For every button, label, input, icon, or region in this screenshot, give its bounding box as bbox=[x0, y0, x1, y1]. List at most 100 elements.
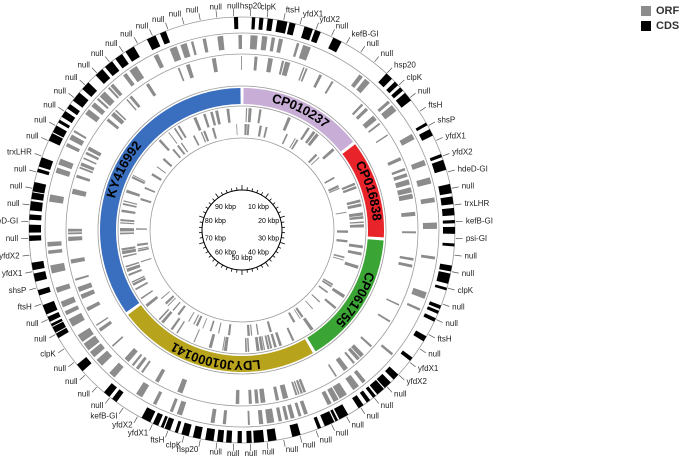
feature-block bbox=[42, 300, 58, 315]
gene-label-leader bbox=[49, 334, 56, 339]
feature-block bbox=[320, 411, 335, 427]
gene-label-leader bbox=[436, 137, 443, 141]
gene-label: null bbox=[10, 181, 23, 190]
genome-segments: CP010237CP016838CP061755LDYJ01000141KY41… bbox=[100, 88, 384, 373]
gene-label: null bbox=[381, 49, 394, 58]
feature-block bbox=[237, 430, 242, 443]
feature-block bbox=[64, 305, 80, 316]
scale-label: 40 kbp bbox=[248, 249, 269, 256]
feature-block bbox=[341, 182, 356, 191]
feature-block bbox=[376, 373, 391, 389]
feature-block bbox=[177, 67, 185, 82]
feature-block bbox=[205, 427, 216, 442]
gene-label: null bbox=[91, 401, 104, 410]
feature-block bbox=[352, 395, 364, 409]
feature-block bbox=[193, 116, 202, 131]
gene-label-leader bbox=[387, 67, 393, 74]
feature-block bbox=[260, 36, 268, 51]
feature-block bbox=[422, 222, 437, 229]
feature-block bbox=[241, 55, 242, 70]
feature-block bbox=[91, 102, 106, 116]
gene-label: null bbox=[34, 116, 47, 125]
scale-label: 10 kbp bbox=[248, 204, 269, 211]
feature-block bbox=[251, 17, 256, 30]
feature-block bbox=[311, 294, 321, 303]
scale-label: 70 kbp bbox=[205, 235, 226, 242]
feature-block bbox=[301, 26, 313, 41]
feature-block bbox=[369, 379, 384, 395]
gene-label: null bbox=[136, 22, 149, 31]
feature-block bbox=[336, 230, 348, 233]
feature-block bbox=[136, 228, 148, 230]
scale-tick bbox=[256, 267, 259, 271]
feature-block bbox=[292, 42, 300, 58]
gene-label-leader bbox=[299, 435, 303, 443]
feature-block bbox=[168, 132, 178, 144]
feature-block bbox=[103, 383, 117, 397]
feature-block bbox=[276, 407, 283, 422]
genome-arc-1 bbox=[342, 144, 385, 238]
feature-block bbox=[423, 313, 436, 322]
feature-block bbox=[95, 69, 111, 84]
scale-label: 30 kbp bbox=[258, 235, 279, 242]
gene-label-leader bbox=[91, 386, 97, 393]
feature-block bbox=[406, 302, 421, 311]
feature-block bbox=[400, 350, 413, 361]
feature-block bbox=[333, 404, 349, 420]
feature-block bbox=[347, 203, 362, 210]
feature-block bbox=[83, 157, 97, 165]
feature-block bbox=[349, 221, 364, 224]
feature-block bbox=[140, 257, 152, 263]
scale-tick bbox=[281, 237, 285, 239]
feature-block bbox=[31, 260, 45, 271]
scale-tick bbox=[208, 202, 212, 205]
feature-block bbox=[246, 430, 252, 443]
feature-block bbox=[72, 92, 89, 108]
gene-label: null bbox=[152, 15, 165, 24]
feature-block bbox=[426, 306, 440, 314]
feature-block bbox=[387, 157, 402, 166]
gene-label: null bbox=[262, 448, 275, 456]
feature-block bbox=[222, 410, 228, 425]
gene-label: clpK bbox=[458, 286, 474, 295]
gene-label: null bbox=[54, 364, 67, 373]
feature-block bbox=[80, 162, 95, 171]
feature-block bbox=[266, 58, 273, 73]
feature-block bbox=[58, 158, 74, 170]
gene-label: null bbox=[462, 269, 475, 278]
feature-block bbox=[359, 390, 371, 403]
scale-label: 50 kbp bbox=[231, 255, 252, 262]
feature-block bbox=[177, 144, 186, 155]
feature-block bbox=[79, 166, 93, 174]
gene-label-leader bbox=[181, 17, 185, 25]
feature-block bbox=[195, 315, 203, 327]
feature-block bbox=[346, 199, 361, 206]
feature-block bbox=[344, 351, 355, 364]
feature-block bbox=[76, 174, 91, 182]
feature-block bbox=[441, 207, 455, 217]
feature-block bbox=[261, 336, 266, 350]
feature-block bbox=[128, 268, 142, 276]
gene-label: null bbox=[336, 22, 349, 31]
scale-tick bbox=[269, 198, 272, 202]
feature-block bbox=[82, 82, 98, 97]
gene-label-leader bbox=[79, 79, 86, 85]
feature-block bbox=[281, 133, 288, 145]
gene-label: null bbox=[26, 319, 39, 328]
feature-block bbox=[360, 336, 373, 348]
feature-block bbox=[351, 103, 364, 116]
gene-label-leader bbox=[442, 303, 450, 307]
feature-block bbox=[250, 324, 253, 336]
feature-block bbox=[217, 322, 222, 334]
feature-block bbox=[321, 390, 332, 406]
feature-block bbox=[420, 254, 436, 260]
feature-block bbox=[95, 316, 109, 326]
ring-line-1 bbox=[44, 32, 440, 428]
feature-block bbox=[169, 46, 182, 62]
feature-block bbox=[259, 388, 266, 403]
feature-block bbox=[137, 247, 149, 252]
feature-block bbox=[193, 314, 200, 325]
gene-label-leader bbox=[451, 186, 459, 189]
feature-block bbox=[55, 327, 69, 339]
feature-block bbox=[439, 263, 452, 272]
